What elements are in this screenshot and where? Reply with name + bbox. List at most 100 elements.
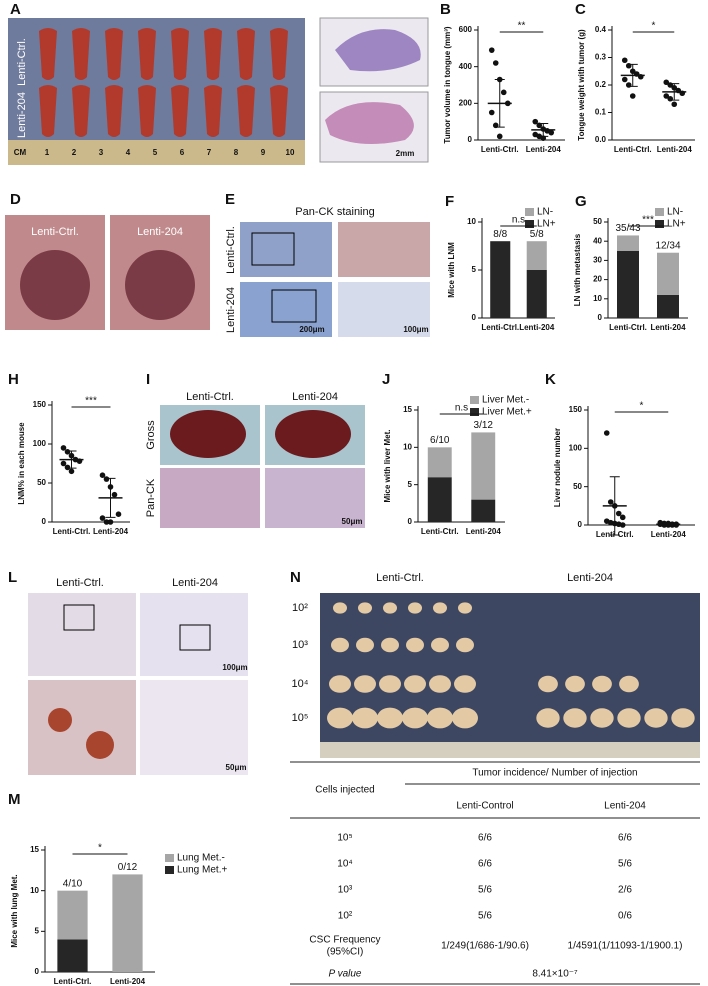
photo-label: Lenti-Ctrl. — [31, 226, 79, 238]
bar-segment — [617, 235, 639, 251]
legend-label: Liver Met.- — [482, 395, 529, 406]
y-tick-label: 50 — [37, 478, 46, 487]
tumor — [352, 707, 378, 729]
y-axis-label: Mice with LNM — [447, 242, 456, 298]
tumor — [590, 708, 614, 728]
y-axis-label: LNM% in each mouse — [17, 422, 26, 505]
data-point — [663, 93, 670, 99]
y-tick-label: 0 — [408, 517, 413, 526]
tongue — [105, 28, 123, 80]
column-label: Lenti-204 — [567, 572, 613, 584]
ruler-label: 2 — [72, 148, 77, 157]
tumor — [565, 675, 585, 693]
bar-segment — [657, 252, 679, 295]
significance-label: * — [640, 401, 644, 412]
table-subheader: Lenti-204 — [604, 801, 646, 812]
data-point — [615, 510, 622, 517]
tissue — [335, 29, 421, 72]
table-cell: 10⁴ — [337, 859, 352, 870]
significance-label: ** — [518, 21, 526, 32]
data-point — [103, 519, 110, 525]
liver — [275, 410, 351, 458]
legend-swatch — [655, 208, 664, 216]
table-cell: 0/6 — [618, 911, 632, 922]
data-point — [103, 476, 110, 482]
legend-label: Liver Met.+ — [482, 407, 532, 418]
table-cell: 5/6 — [618, 859, 632, 870]
y-tick-label: 0 — [42, 517, 47, 526]
error-bar — [105, 477, 116, 518]
y-tick-label: 40 — [593, 236, 602, 245]
y-tick-label: 10 — [593, 294, 602, 303]
scale-bar-label: 200μm — [299, 325, 324, 334]
bar-segment — [471, 499, 496, 522]
histology — [338, 282, 430, 337]
bar-segment — [526, 270, 547, 318]
y-tick-label: 20 — [593, 275, 602, 284]
y-tick-label: 0.2 — [595, 80, 607, 89]
legend-label: LN+ — [667, 219, 686, 230]
y-tick-label: 0 — [598, 313, 603, 322]
error-bar — [669, 83, 680, 101]
legend-swatch — [165, 854, 174, 862]
y-tick-label: 0 — [578, 520, 583, 529]
y-tick-label: 5 — [408, 480, 413, 489]
y-axis-label: Tumor volume in tongue (mm³) — [443, 26, 452, 144]
legend-swatch — [470, 408, 479, 416]
ruler-label: 5 — [153, 148, 158, 157]
x-tick-label: Lenti-Ctrl. — [53, 527, 91, 536]
data-point — [625, 62, 632, 69]
y-tick-label: 200 — [459, 98, 473, 107]
y-tick-label: 15 — [403, 405, 412, 414]
column-label: Lenti-Ctrl. — [376, 572, 424, 584]
row-label: Gross — [145, 420, 157, 450]
y-tick-label: 15 — [30, 845, 39, 854]
legend-label: LN- — [667, 207, 683, 218]
bar-annotation: 4/10 — [63, 878, 83, 889]
legend-swatch — [470, 396, 479, 404]
table-subheader: Lenti-Control — [456, 801, 513, 812]
table-cell: 10³ — [338, 885, 353, 896]
tongue — [105, 85, 123, 137]
histology — [338, 222, 430, 277]
column-label: Lenti-204 — [292, 391, 338, 403]
table-cell: 1/4591(1/11093-1/1900.1) — [568, 941, 683, 952]
tumor — [433, 602, 447, 614]
ruler-label: 1 — [45, 148, 50, 157]
ruler-label: 7 — [207, 148, 212, 157]
data-point — [488, 47, 495, 53]
tissue — [325, 102, 414, 144]
x-tick-label: Lenti-204 — [110, 977, 146, 986]
x-tick-label: Lenti-204 — [93, 527, 129, 536]
table-header: Tumor incidence/ Number of injection — [472, 768, 637, 779]
tissue — [48, 708, 72, 732]
data-point — [115, 511, 122, 517]
tumor — [377, 707, 403, 729]
data-point — [671, 101, 678, 108]
error-bar — [494, 79, 505, 128]
data-point — [99, 515, 106, 521]
tongue — [72, 28, 90, 80]
bar-annotation: 5/8 — [530, 229, 544, 240]
tongue — [171, 85, 189, 137]
significance-label: * — [98, 843, 102, 854]
tumor — [454, 675, 476, 693]
data-point — [673, 522, 680, 528]
panel-letter: L — [8, 569, 17, 586]
bar-annotation: 3/12 — [474, 420, 494, 431]
histology — [265, 468, 365, 528]
data-point — [621, 76, 628, 83]
row-label: 10⁴ — [292, 678, 309, 690]
ruler-label: 10 — [286, 148, 295, 157]
legend-swatch — [655, 220, 664, 228]
y-axis-label: LN with metastasis — [573, 233, 582, 306]
data-point — [619, 522, 626, 528]
tongue — [138, 85, 156, 137]
row-label: Lenti-Ctrl. — [225, 226, 237, 274]
column-label: Lenti-Ctrl. — [56, 577, 104, 589]
ruler-label: 8 — [234, 148, 239, 157]
y-axis-label: Liver nodule number — [553, 428, 562, 507]
histology — [140, 593, 248, 676]
tumor — [379, 675, 401, 693]
tumor — [427, 707, 453, 729]
